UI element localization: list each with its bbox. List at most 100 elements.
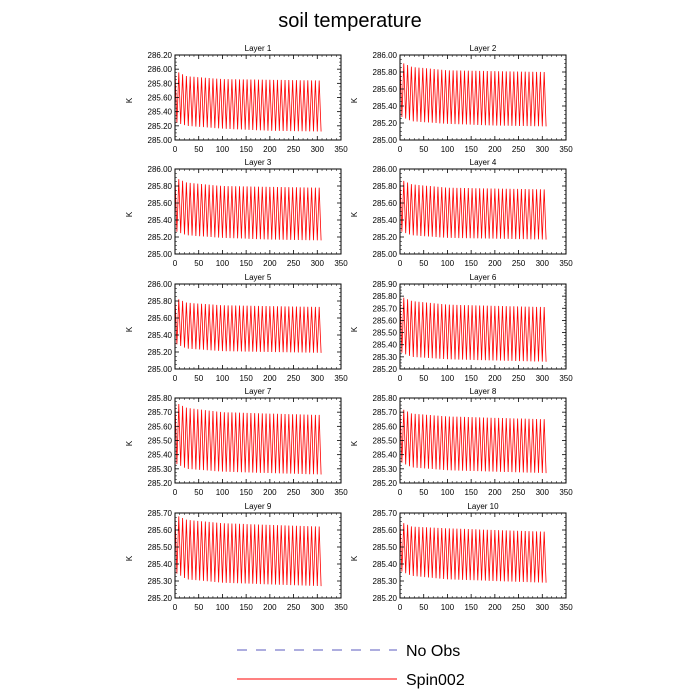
x-tick-label: 0 <box>173 374 178 383</box>
y-axis-label: K <box>125 211 134 217</box>
y-axis-label: K <box>350 326 359 332</box>
panel-layer-2: 0 50 100 150 200 250 300 350 285.00 285.20 285.40 2… <box>350 44 573 154</box>
x-tick-label: 350 <box>334 603 348 612</box>
y-tick-label: 285.20 <box>373 479 398 488</box>
x-tick-label: 250 <box>287 603 301 612</box>
x-tick-label: 50 <box>419 145 428 154</box>
x-tick-label: 250 <box>287 374 301 383</box>
x-tick-label: 350 <box>334 488 348 497</box>
x-tick-label: 300 <box>536 488 550 497</box>
y-tick-label: 285.40 <box>373 102 398 111</box>
x-tick-label: 300 <box>536 603 550 612</box>
y-tick-label: 285.00 <box>373 250 398 259</box>
x-tick-label: 100 <box>441 374 455 383</box>
y-tick-label: 285.90 <box>373 280 398 289</box>
y-tick-label: 285.00 <box>148 365 173 374</box>
panel-title: Layer 1 <box>245 44 272 53</box>
y-tick-label: 285.40 <box>373 341 398 350</box>
x-tick-label: 200 <box>263 603 277 612</box>
y-tick-label: 285.50 <box>148 437 173 446</box>
x-tick-label: 250 <box>512 603 526 612</box>
y-tick-label: 285.40 <box>373 560 398 569</box>
legend-label-spin002: Spin002 <box>406 672 465 689</box>
x-tick-label: 100 <box>216 259 230 268</box>
x-tick-label: 50 <box>419 603 428 612</box>
y-tick-label: 285.70 <box>373 408 398 417</box>
x-tick-label: 150 <box>239 603 253 612</box>
x-tick-label: 250 <box>287 259 301 268</box>
y-tick-label: 286.00 <box>373 165 398 174</box>
x-tick-label: 150 <box>239 145 253 154</box>
x-tick-label: 150 <box>464 145 478 154</box>
y-tick-label: 285.80 <box>373 394 398 403</box>
figure-title: soil temperature <box>278 10 421 32</box>
legend-label-no-obs: No Obs <box>406 643 460 660</box>
y-tick-label: 285.80 <box>148 394 173 403</box>
series-line-spin002 <box>399 61 547 127</box>
y-tick-label: 285.50 <box>373 543 398 552</box>
panel-title: Layer 7 <box>245 387 272 396</box>
x-tick-label: 300 <box>311 603 325 612</box>
series-line-spin002 <box>174 297 322 353</box>
panel-layer-1: 0 50 100 150 200 250 300 350 285.00 285.20 285.40 2… <box>125 44 348 154</box>
y-tick-label: 285.20 <box>148 122 173 131</box>
y-tick-label: 285.20 <box>373 233 398 242</box>
x-tick-label: 100 <box>441 145 455 154</box>
panel-title: Layer 5 <box>245 273 272 282</box>
x-tick-label: 250 <box>287 488 301 497</box>
x-tick-label: 300 <box>311 374 325 383</box>
series-line-spin002 <box>399 407 547 474</box>
y-tick-label: 285.70 <box>148 408 173 417</box>
x-tick-label: 0 <box>173 259 178 268</box>
x-tick-label: 300 <box>311 488 325 497</box>
x-tick-label: 50 <box>419 259 428 268</box>
y-tick-label: 285.40 <box>148 331 173 340</box>
x-tick-label: 200 <box>263 259 277 268</box>
x-tick-label: 250 <box>512 259 526 268</box>
panel-title: Layer 3 <box>245 158 272 167</box>
y-tick-label: 285.20 <box>373 365 398 374</box>
x-tick-label: 350 <box>559 259 573 268</box>
y-tick-label: 286.00 <box>148 65 173 74</box>
x-tick-label: 50 <box>419 488 428 497</box>
x-tick-label: 200 <box>488 488 502 497</box>
panel-layer-10: 0 50 100 150 200 250 300 350 285.20 285.30 285.40 2… <box>350 502 573 612</box>
x-tick-label: 100 <box>441 259 455 268</box>
panel-layer-9: 0 50 100 150 200 250 300 350 285.20 285.30 285.40 2… <box>125 502 348 612</box>
y-tick-label: 285.80 <box>148 297 173 306</box>
panel-title: Layer 10 <box>467 502 499 511</box>
panel-title: Layer 4 <box>470 158 497 167</box>
panel-layer-7: 0 50 100 150 200 250 300 350 285.20 285.30 285.40 2… <box>125 387 348 497</box>
y-tick-label: 285.80 <box>148 79 173 88</box>
x-tick-label: 300 <box>536 259 550 268</box>
y-tick-label: 286.00 <box>148 165 173 174</box>
x-tick-label: 150 <box>239 488 253 497</box>
y-axis-label: K <box>350 555 359 561</box>
y-tick-label: 285.70 <box>373 509 398 518</box>
x-tick-label: 150 <box>464 488 478 497</box>
y-tick-label: 285.60 <box>373 85 398 94</box>
x-tick-label: 0 <box>398 488 403 497</box>
y-tick-label: 285.30 <box>373 353 398 362</box>
y-tick-label: 285.60 <box>148 314 173 323</box>
y-tick-label: 285.60 <box>148 526 173 535</box>
y-tick-label: 285.80 <box>148 182 173 191</box>
x-tick-label: 0 <box>398 374 403 383</box>
y-tick-label: 285.20 <box>148 233 173 242</box>
x-tick-label: 150 <box>239 374 253 383</box>
x-tick-label: 300 <box>311 259 325 268</box>
x-tick-label: 250 <box>287 145 301 154</box>
series-line-spin002 <box>399 179 547 240</box>
x-tick-label: 200 <box>263 488 277 497</box>
x-tick-label: 350 <box>334 374 348 383</box>
x-tick-label: 200 <box>263 145 277 154</box>
x-tick-label: 50 <box>194 488 203 497</box>
y-tick-label: 285.40 <box>148 451 173 460</box>
y-tick-label: 285.30 <box>373 577 398 586</box>
y-tick-label: 285.00 <box>148 250 173 259</box>
y-tick-label: 285.00 <box>373 136 398 145</box>
x-tick-label: 100 <box>441 603 455 612</box>
series-line-spin002 <box>174 402 322 475</box>
x-tick-label: 300 <box>536 145 550 154</box>
y-tick-label: 285.30 <box>148 577 173 586</box>
